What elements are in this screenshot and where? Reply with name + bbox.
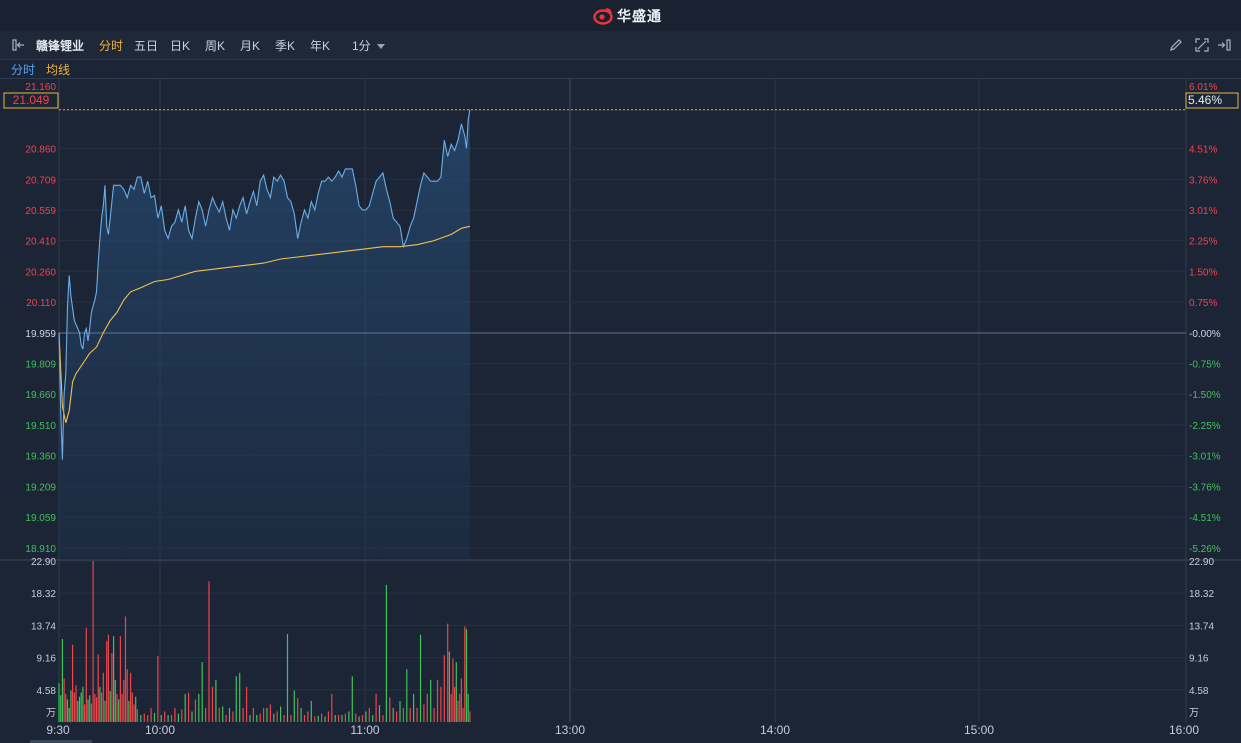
price-tick-label: 19.959 [25,329,56,340]
volume-tick-label: 9.16 [1189,654,1209,665]
volume-tick-label: 13.74 [1189,621,1214,632]
volume-grid [59,560,1186,691]
volume-tick-label: 9.16 [37,654,57,665]
time-tick-label: 15:00 [964,723,994,737]
chart-legend: 分时 均线 [0,60,1241,79]
percent-tick-label: 0.75% [1189,298,1217,309]
current-price-value: 21.049 [13,93,50,107]
price-tick-label: 21.160 [25,82,56,93]
stock-name: 赣锋锂业 [36,39,85,53]
average-price-line [58,225,471,423]
price-area-fill [59,109,470,558]
chevron-down-icon [376,44,385,50]
time-tick-label: 9:30 [46,723,70,737]
percent-tick-label: -5.26% [1189,544,1221,555]
volume-axis-left: 22.90 18.32 13.74 9.16 4.58 万 [31,557,56,719]
price-line [58,109,471,460]
collapse-left-icon[interactable] [12,38,26,52]
percent-tick-label: -4.51% [1189,513,1221,524]
price-tick-label: 19.510 [25,421,56,432]
price-tick-label: 19.809 [25,360,56,371]
interval-select[interactable]: 1分 [352,37,385,54]
price-tick-label: 19.059 [25,513,56,524]
chart-toolbar: 赣锋锂业 分时 五日 日K 周K 月K 季K 年K 1分 [0,31,1241,60]
volume-tick-label: 4.58 [37,686,57,697]
price-tick-label: 20.709 [25,175,56,186]
percent-tick-label: 1.50% [1189,267,1217,278]
volume-unit-label: 万 [1189,708,1199,719]
price-tick-label: 19.209 [25,483,56,494]
percent-tick-label: -1.50% [1189,390,1221,401]
price-tick-label: 20.110 [26,298,56,309]
tab-yearly-k[interactable]: 年K [310,39,331,53]
percent-tick-label: -0.00% [1189,329,1221,340]
price-axis: 21.160 20.860 20.709 20.559 20.410 20.260 20.1… [25,82,56,555]
time-axis: 9:30 10:00 11:00 13:00 14:00 15:00 16:00 [46,723,1199,737]
tab-five-day[interactable]: 五日 [134,39,159,53]
volume-axis-right: 22.90 18.32 13.74 9.16 4.58 万 [1189,557,1214,719]
percent-tick-label: -3.76% [1189,483,1221,494]
percent-axis: 6.01% 4.51% 3.76% 3.01% 2.25% 1.50% 0.75% -0.00… [1189,82,1221,555]
volume-tick-label: 4.58 [1189,686,1209,697]
percent-tick-label: 6.01% [1189,82,1217,93]
legend-average: 均线 [46,63,71,77]
fullscreen-icon[interactable] [1195,38,1209,52]
tab-weekly-k[interactable]: 周K [205,39,226,53]
tab-quarterly-k[interactable]: 季K [275,39,296,53]
draw-pen-icon[interactable] [1169,38,1183,52]
price-tick-label: 19.360 [25,452,56,463]
tab-daily-k[interactable]: 日K [170,39,191,53]
volume-tick-label: 22.90 [1189,557,1214,568]
time-tick-label: 16:00 [1169,723,1199,737]
percent-tick-label: -0.75% [1189,360,1221,371]
current-pct-value: 5.46% [1188,93,1222,107]
time-tick-label: 10:00 [145,723,175,737]
price-tick-label: 18.910 [25,544,56,555]
price-tick-label: 20.410 [25,237,56,248]
percent-tick-label: 3.76% [1189,175,1217,186]
percent-tick-label: -2.25% [1189,421,1221,432]
volume-bars [58,561,471,722]
volume-tick-label: 13.74 [31,621,56,632]
time-tick-label: 13:00 [555,723,585,737]
percent-tick-label: 3.01% [1189,206,1217,217]
time-tick-label: 11:00 [350,723,379,737]
price-tick-label: 19.660 [25,390,56,401]
tab-intraday[interactable]: 分时 [99,39,124,53]
percent-tick-label: 2.25% [1189,237,1217,248]
current-price-badge: 21.049 [3,92,59,109]
price-tick-label: 20.559 [25,206,56,217]
collapse-right-icon[interactable] [1217,38,1231,52]
tab-monthly-k[interactable]: 月K [240,39,261,53]
price-tick-label: 20.260 [25,267,56,278]
brand-name: 华盛通 [617,8,662,24]
brand: 华盛通 [593,6,662,26]
percent-tick-label: 4.51% [1189,144,1217,155]
volume-tick-label: 18.32 [31,589,56,600]
volume-tick-label: 18.32 [1189,589,1214,600]
volume-tick-label: 22.90 [31,557,56,568]
time-scrollbar[interactable] [30,740,92,743]
current-pct-badge: 5.46% [1185,92,1239,109]
percent-tick-label: -3.01% [1189,452,1221,463]
brand-logo-icon [593,8,613,25]
interval-select-value: 1分 [352,39,371,53]
price-tick-label: 20.860 [25,144,56,155]
time-tick-label: 14:00 [760,723,790,737]
legend-intraday: 分时 [11,63,36,77]
volume-unit-label: 万 [46,708,56,719]
